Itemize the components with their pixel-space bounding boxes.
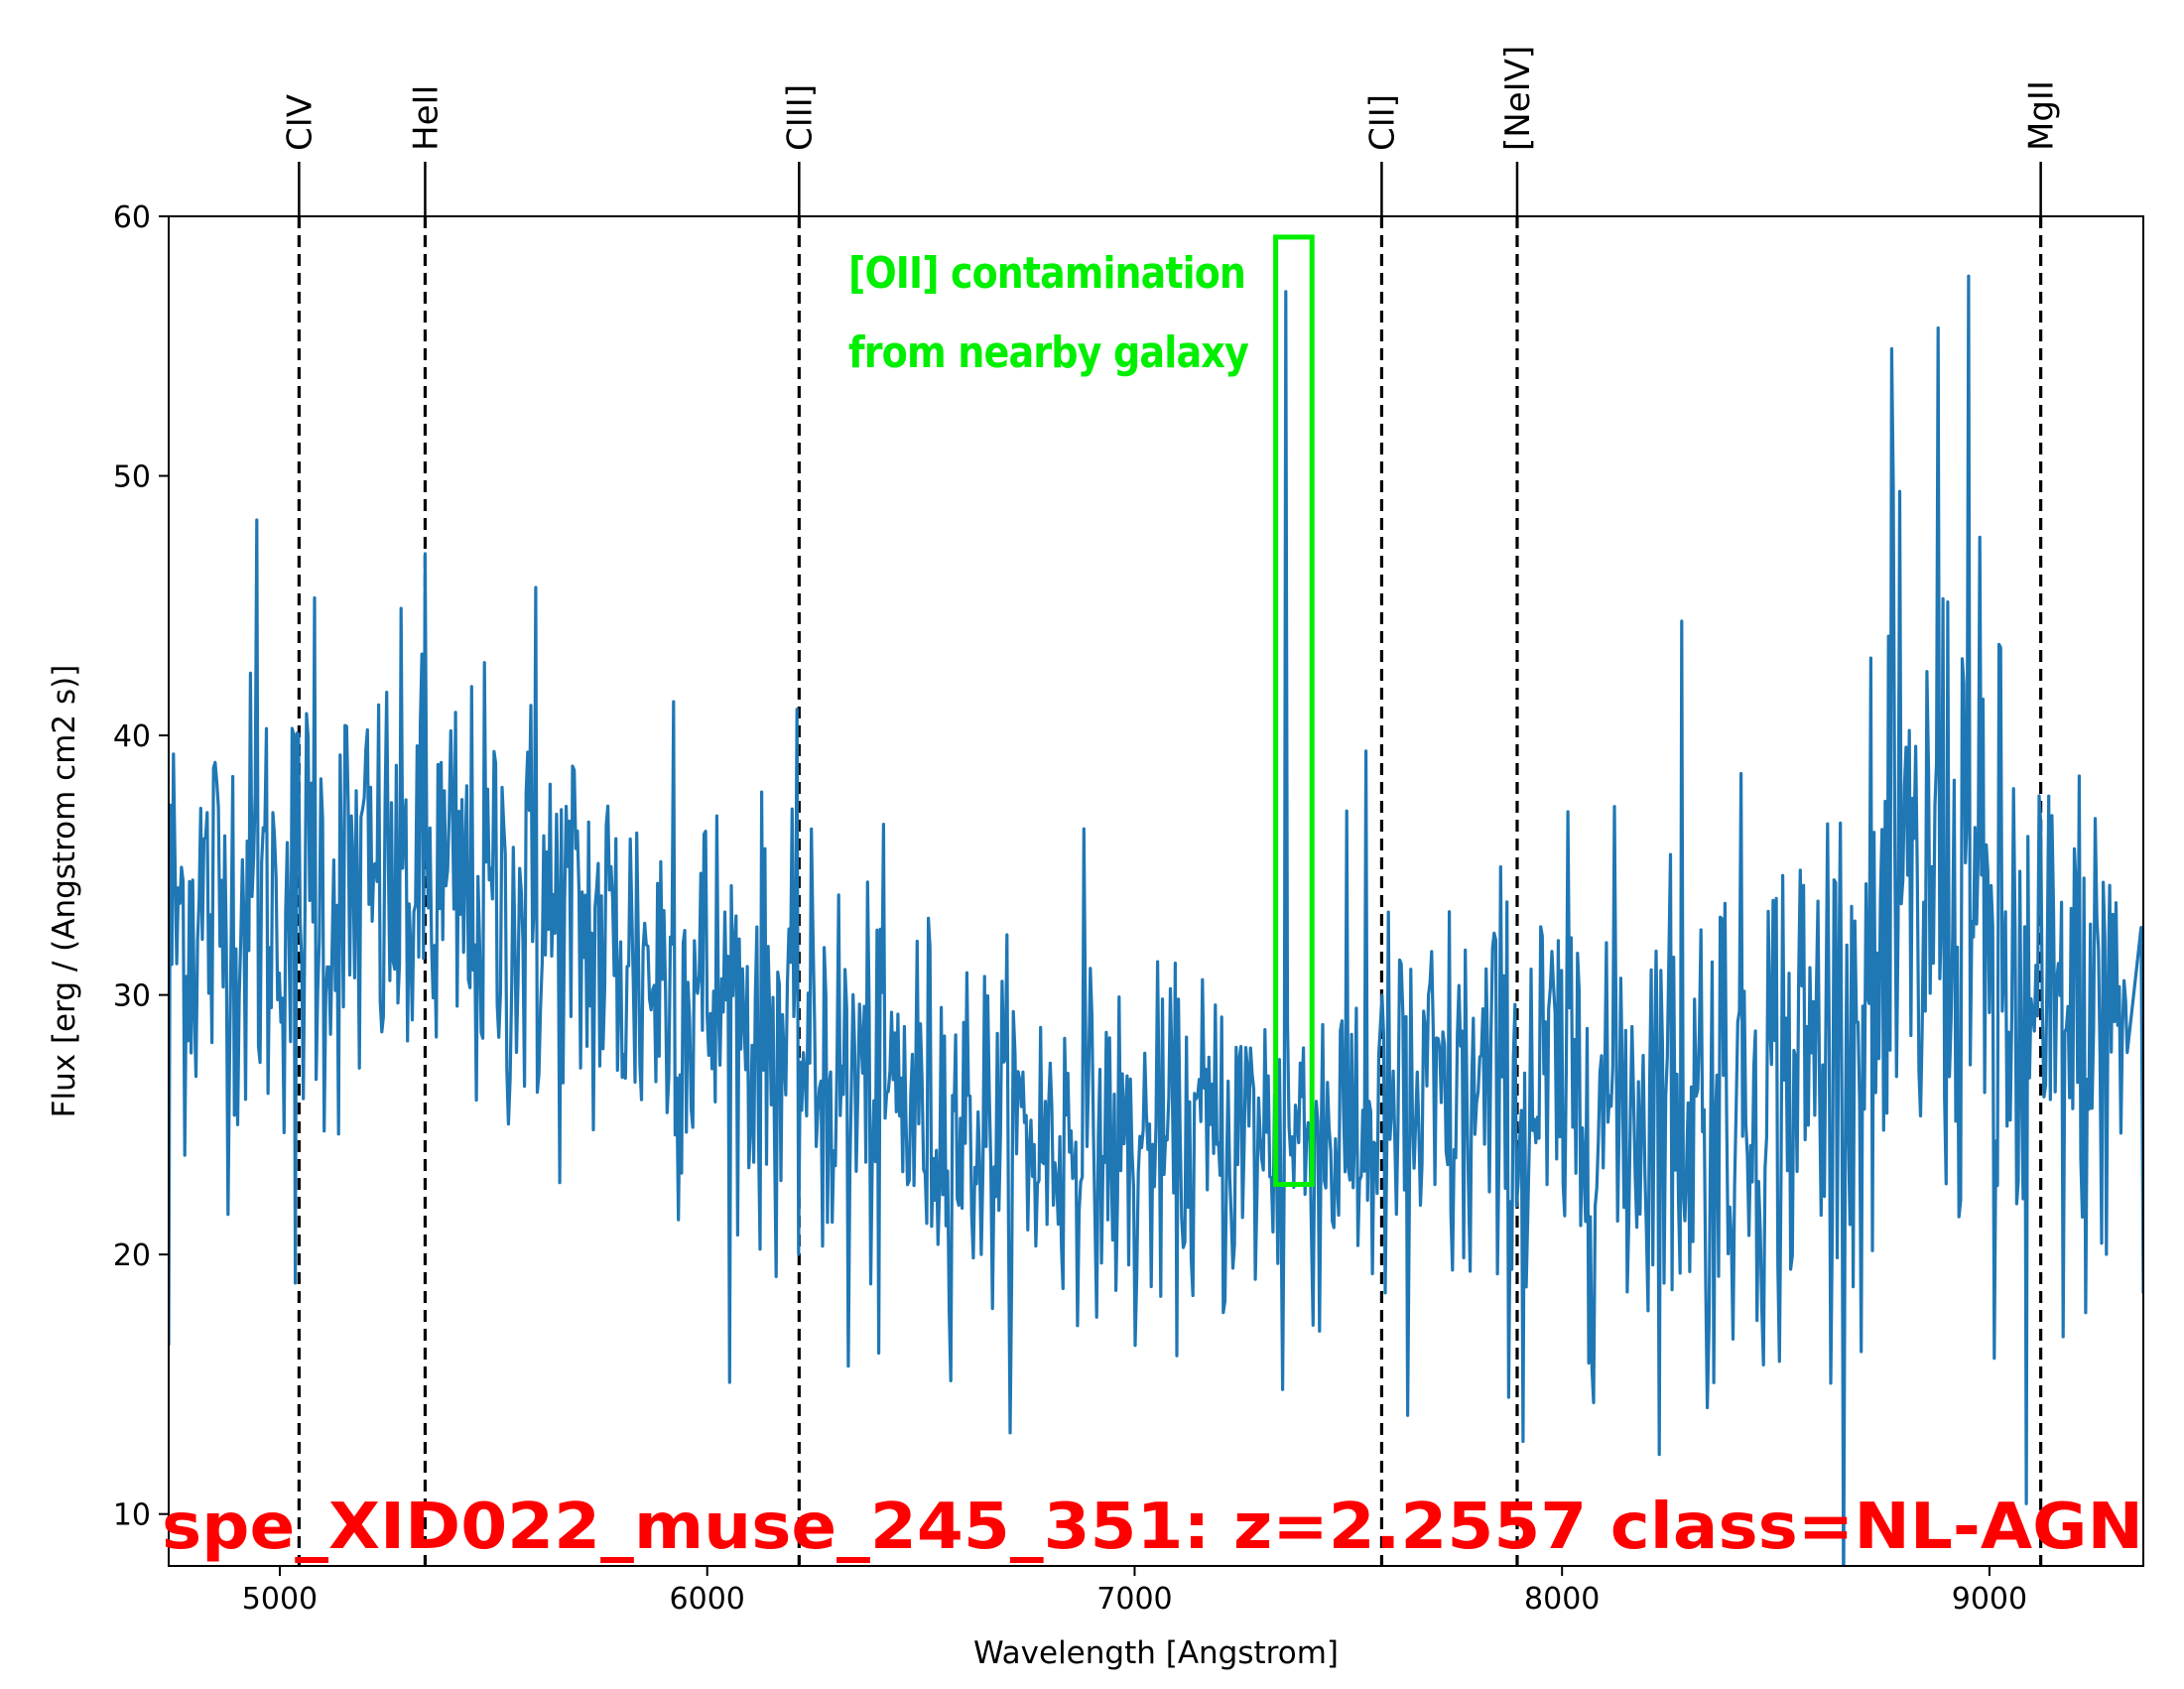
x-axis: 5000 6000 7000 8000 9000: [242, 1566, 2027, 1617]
y-tick-label: 40: [113, 719, 151, 754]
emission-line-label: CII]: [1362, 94, 1402, 151]
x-tick-label: 9000: [1952, 1582, 2027, 1617]
x-axis-label: Wavelength [Angstrom]: [973, 1635, 1339, 1671]
emission-line-label: HeII: [406, 84, 446, 151]
x-tick-label: 8000: [1524, 1582, 1600, 1617]
y-tick-label: 50: [113, 460, 151, 495]
y-axis: 10 20 30 40 50 60: [113, 200, 169, 1533]
chart-title: spe_XID022_muse_245_351: z=2.2557 class=…: [162, 1491, 2143, 1564]
y-tick-label: 20: [113, 1238, 151, 1273]
x-tick-label: 6000: [670, 1582, 745, 1617]
y-tick-label: 30: [113, 979, 151, 1014]
y-tick-label: 10: [113, 1498, 151, 1533]
y-tick-label: 60: [113, 200, 151, 235]
emission-line-label: CIV: [280, 94, 320, 151]
x-tick-label: 5000: [242, 1582, 318, 1617]
x-tick-label: 7000: [1096, 1582, 1172, 1617]
emission-lines: CIV HeII CIII] CII] [NeIV] MgII: [280, 46, 2062, 1566]
annotation-line-1: [OII] contamination: [848, 248, 1245, 299]
annotation-line-2: from nearby galaxy: [848, 327, 1248, 378]
emission-line-label: MgII: [2022, 80, 2062, 151]
plot-frame: [168, 215, 2144, 1567]
emission-line-label: CIII]: [780, 84, 820, 151]
spectrum-series-line: [169, 274, 2143, 1566]
y-axis-label: Flux [erg / (Angstrom cm2 s)]: [47, 665, 82, 1118]
emission-line-label: [NeIV]: [1498, 46, 1538, 151]
oii-annotation-box: [1273, 234, 1315, 1188]
